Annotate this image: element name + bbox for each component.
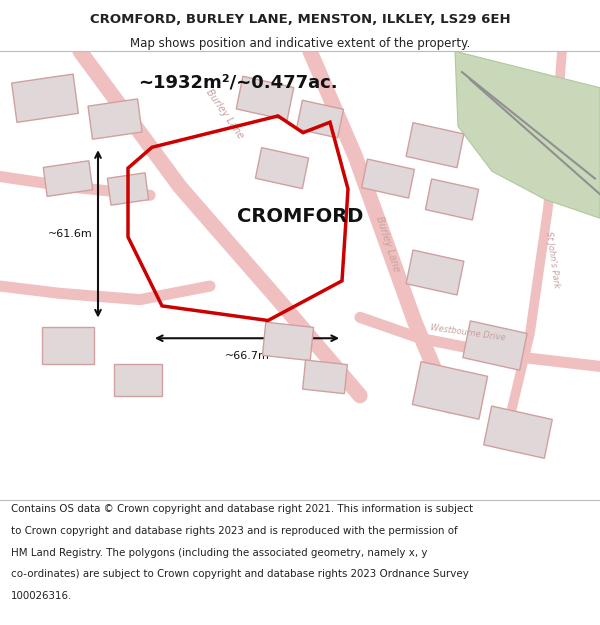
Text: Westbourne Drive: Westbourne Drive bbox=[430, 323, 506, 342]
Polygon shape bbox=[362, 159, 415, 198]
Polygon shape bbox=[88, 99, 142, 139]
Text: CROMFORD: CROMFORD bbox=[237, 207, 363, 226]
Text: St John's Park: St John's Park bbox=[544, 231, 560, 289]
Polygon shape bbox=[296, 100, 343, 138]
Polygon shape bbox=[262, 322, 314, 361]
Polygon shape bbox=[236, 76, 294, 120]
Text: ~66.7m: ~66.7m bbox=[224, 351, 269, 361]
Polygon shape bbox=[256, 148, 308, 189]
Polygon shape bbox=[42, 327, 94, 364]
Polygon shape bbox=[406, 122, 464, 168]
Polygon shape bbox=[484, 406, 552, 458]
Text: co-ordinates) are subject to Crown copyright and database rights 2023 Ordnance S: co-ordinates) are subject to Crown copyr… bbox=[11, 569, 469, 579]
Polygon shape bbox=[455, 51, 600, 218]
Text: Burley Lane: Burley Lane bbox=[204, 88, 246, 141]
Text: ~1932m²/~0.477ac.: ~1932m²/~0.477ac. bbox=[138, 74, 338, 91]
Text: to Crown copyright and database rights 2023 and is reproduced with the permissio: to Crown copyright and database rights 2… bbox=[11, 526, 457, 536]
Polygon shape bbox=[425, 179, 479, 220]
Polygon shape bbox=[43, 161, 93, 196]
Polygon shape bbox=[412, 362, 488, 419]
Polygon shape bbox=[114, 364, 162, 396]
Text: ~61.6m: ~61.6m bbox=[48, 229, 93, 239]
Text: HM Land Registry. The polygons (including the associated geometry, namely x, y: HM Land Registry. The polygons (includin… bbox=[11, 548, 427, 558]
Text: 100026316.: 100026316. bbox=[11, 591, 72, 601]
Polygon shape bbox=[463, 321, 527, 370]
Text: CROMFORD, BURLEY LANE, MENSTON, ILKLEY, LS29 6EH: CROMFORD, BURLEY LANE, MENSTON, ILKLEY, … bbox=[89, 12, 511, 26]
Text: Map shows position and indicative extent of the property.: Map shows position and indicative extent… bbox=[130, 37, 470, 50]
Text: Contains OS data © Crown copyright and database right 2021. This information is : Contains OS data © Crown copyright and d… bbox=[11, 504, 473, 514]
Polygon shape bbox=[406, 250, 464, 295]
Polygon shape bbox=[11, 74, 79, 122]
Polygon shape bbox=[107, 173, 149, 205]
Text: Burley Lane: Burley Lane bbox=[374, 215, 402, 274]
Polygon shape bbox=[302, 360, 347, 394]
